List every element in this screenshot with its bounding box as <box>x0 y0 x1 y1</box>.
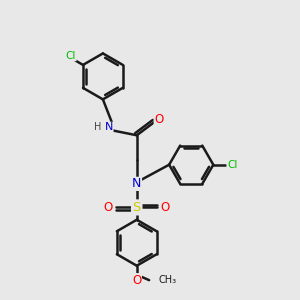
Text: O: O <box>132 274 141 286</box>
Text: N: N <box>105 122 113 132</box>
Text: Cl: Cl <box>66 51 76 61</box>
Text: N: N <box>132 177 141 190</box>
Text: S: S <box>133 201 141 214</box>
Text: H: H <box>94 122 101 132</box>
Text: Cl: Cl <box>227 160 237 170</box>
Text: O: O <box>154 113 164 126</box>
Text: CH₃: CH₃ <box>158 275 177 285</box>
Text: S: S <box>133 201 141 214</box>
Text: O: O <box>103 201 113 214</box>
Text: O: O <box>161 201 170 214</box>
